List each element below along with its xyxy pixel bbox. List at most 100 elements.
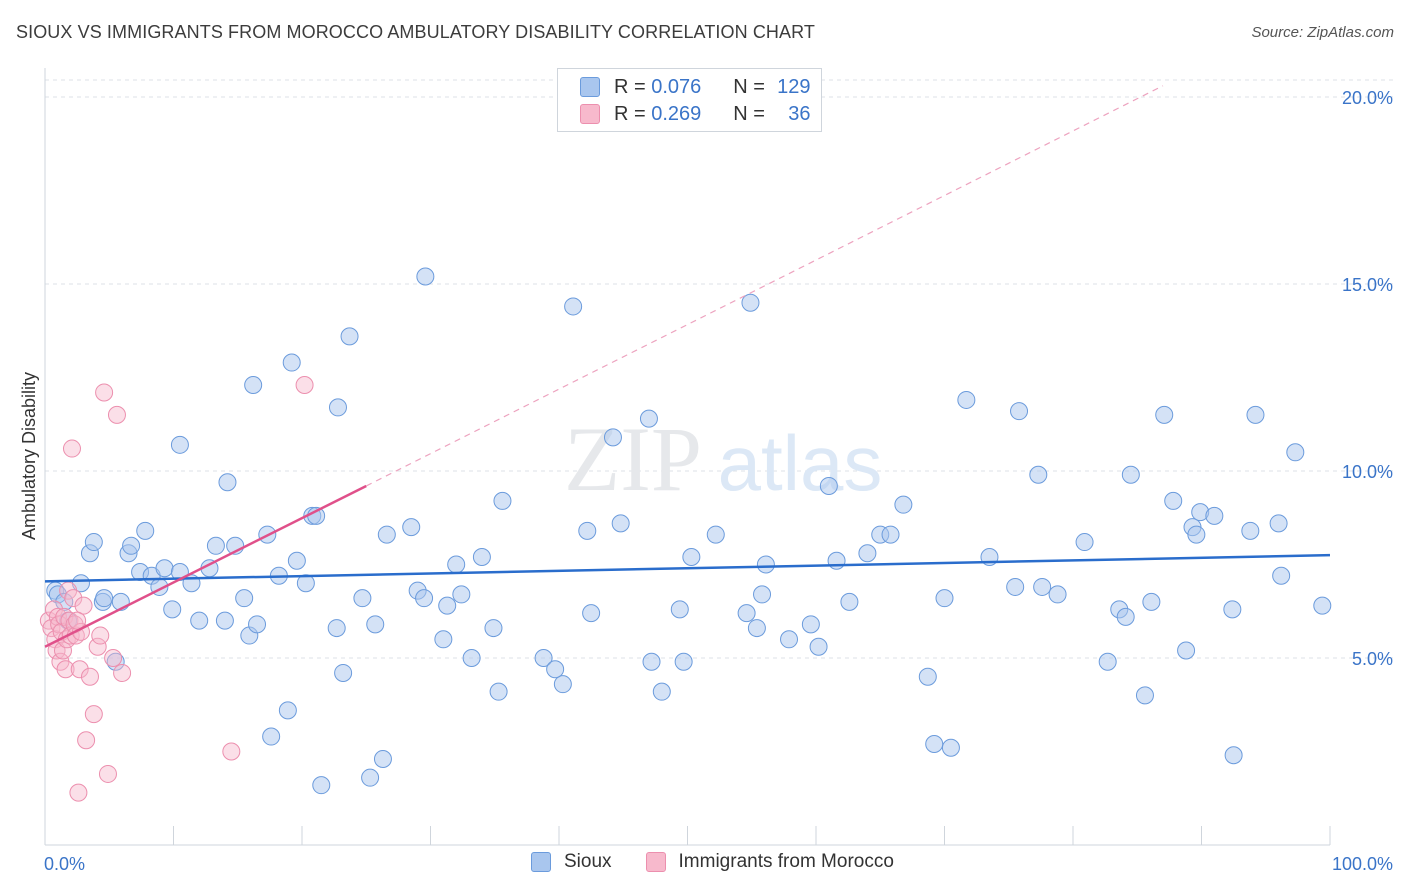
sioux-point: [55, 592, 74, 611]
sioux-point: [706, 525, 725, 544]
source-label: Source: ZipAtlas.com: [1251, 24, 1394, 41]
legend-n-label: N =: [733, 102, 765, 125]
sioux-point: [327, 619, 346, 638]
sioux-point: [402, 518, 421, 537]
sioux-point: [235, 589, 254, 608]
morocco-point: [104, 649, 123, 667]
morocco-point: [84, 705, 103, 724]
sioux-point: [611, 514, 630, 533]
morocco-point: [107, 405, 126, 424]
sioux-point: [462, 649, 481, 667]
sioux-point: [1205, 506, 1224, 525]
sioux-point: [1223, 600, 1242, 619]
sioux-point: [674, 652, 693, 671]
sioux-point: [190, 611, 209, 630]
tick-labels: 5.0% 10.0% 15.0% 20.0% 0.0% 100.0%: [44, 88, 1393, 874]
trend-lines: [44, 85, 1331, 648]
morocco-point: [98, 764, 117, 783]
sioux-point: [564, 297, 583, 316]
sioux-point: [747, 619, 766, 638]
morocco-point: [48, 607, 67, 626]
sioux-point: [1116, 607, 1135, 626]
sioux-point: [1010, 402, 1029, 421]
sioux-point: [1286, 443, 1305, 462]
sioux-point: [819, 476, 838, 495]
sioux-point: [642, 652, 661, 671]
sioux-point: [1029, 465, 1048, 484]
morocco-trend-line: [44, 484, 367, 648]
sioux-point: [809, 637, 828, 656]
sioux-point: [1272, 566, 1291, 585]
sioux-point: [1313, 596, 1332, 615]
sioux-point: [215, 611, 234, 630]
sioux-point: [1224, 746, 1243, 765]
sioux-point: [353, 589, 372, 608]
morocco-point: [70, 660, 89, 679]
morocco-point: [91, 626, 110, 645]
morocco-point: [53, 641, 72, 660]
sioux-point: [1121, 465, 1140, 484]
sioux-point: [1246, 405, 1265, 424]
sioux-point: [447, 555, 466, 574]
sioux-point: [489, 682, 508, 701]
sioux-point: [957, 390, 976, 409]
x-tick-label-min: 0.0%: [44, 854, 85, 874]
sioux-point: [218, 473, 237, 492]
sioux-point: [95, 589, 114, 608]
sioux-point: [373, 749, 392, 768]
morocco-point: [77, 731, 96, 750]
sioux-point: [941, 738, 960, 757]
sioux-point: [534, 649, 553, 667]
sioux-point: [918, 667, 937, 686]
watermark: ZIP atlas: [564, 408, 882, 510]
sioux-point: [1006, 577, 1025, 596]
morocco-point: [64, 589, 83, 608]
morocco-point: [222, 742, 241, 761]
sioux-point: [756, 555, 775, 574]
legend-r-label: R =: [614, 102, 646, 125]
sioux-point: [1098, 652, 1117, 671]
y-tick-label: 20.0%: [1342, 88, 1393, 108]
morocco-point: [95, 383, 114, 402]
y-axis-label: Ambulatory Disability: [19, 372, 39, 540]
sioux-point: [136, 521, 155, 540]
top-legend: R = 0.076 N = 129 R = 0.269 N = 36: [557, 68, 822, 132]
sioux-point: [780, 630, 799, 649]
legend-n-label: N =: [733, 75, 765, 98]
sioux-point: [328, 398, 347, 417]
legend-r-value: 0.076: [651, 75, 702, 98]
sioux-point: [1164, 491, 1183, 510]
sioux-point: [682, 548, 701, 567]
sioux-point: [1155, 405, 1174, 424]
sioux-point: [753, 585, 772, 604]
sioux-point: [244, 375, 263, 394]
sioux-point: [935, 589, 954, 608]
sioux-point: [1048, 585, 1067, 604]
sioux-point: [801, 615, 820, 634]
sioux-point: [1187, 525, 1206, 544]
sioux-point: [737, 604, 756, 623]
sioux-points: [46, 267, 1332, 795]
legend-n-value: 129: [777, 75, 811, 98]
morocco-legend-swatch: [645, 852, 666, 872]
sioux-point: [262, 727, 281, 746]
legend-item-morocco: Immigrants from Morocco: [645, 851, 894, 873]
sioux-point: [582, 604, 601, 623]
sioux-point: [1142, 592, 1161, 611]
sioux-point: [858, 544, 877, 563]
sioux-point: [122, 536, 141, 555]
morocco-point: [74, 596, 93, 615]
sioux-point: [155, 559, 174, 578]
sioux-point: [434, 630, 453, 649]
legend-r-label: R =: [614, 75, 646, 98]
sioux-point: [652, 682, 671, 701]
sioux-point: [578, 521, 597, 540]
x-tick-label-max: 100.0%: [1332, 854, 1393, 874]
sioux-point: [925, 735, 944, 754]
sioux-point: [206, 536, 225, 555]
morocco-point: [88, 637, 107, 656]
morocco-point: [56, 660, 75, 679]
sioux-point: [741, 293, 760, 312]
legend-item-sioux: Sioux: [531, 851, 612, 873]
sioux-point: [361, 768, 380, 787]
